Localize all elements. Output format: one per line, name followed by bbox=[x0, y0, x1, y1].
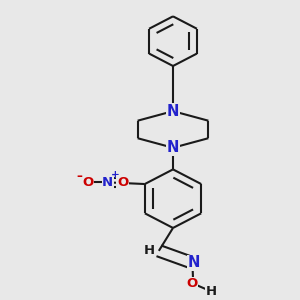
Text: O: O bbox=[186, 277, 197, 290]
Text: H: H bbox=[206, 285, 217, 298]
Text: –: – bbox=[76, 170, 82, 183]
Text: N: N bbox=[167, 104, 179, 119]
Text: O: O bbox=[82, 176, 94, 189]
Text: N: N bbox=[167, 140, 179, 155]
Text: H: H bbox=[143, 244, 155, 257]
Text: N: N bbox=[188, 255, 200, 270]
Text: O: O bbox=[117, 176, 128, 189]
Text: N: N bbox=[102, 176, 113, 189]
Text: +: + bbox=[111, 170, 120, 180]
